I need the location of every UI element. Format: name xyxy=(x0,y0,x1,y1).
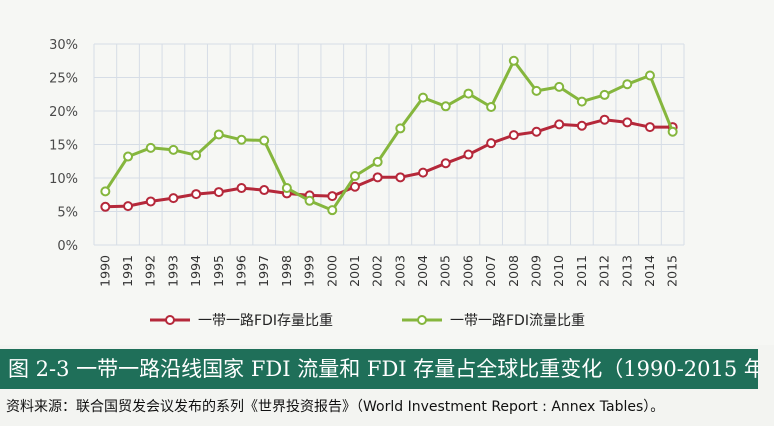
y-tick-label: 25% xyxy=(49,72,78,87)
line-chart: 0% 5% 10% 15% 20% 25% 30% 1990 1991 1992 1993 1994… xyxy=(49,38,685,329)
x-tick-label: 1999 xyxy=(302,255,317,287)
series-lines xyxy=(100,55,678,216)
data-point xyxy=(349,181,360,192)
x-tick-label: 2011 xyxy=(574,255,589,287)
legend-label: 一带一路FDI存量比重 xyxy=(198,313,333,329)
x-tick-label: 1993 xyxy=(165,255,180,287)
data-point xyxy=(236,134,247,145)
data-point xyxy=(644,122,655,133)
data-point xyxy=(418,167,429,178)
x-tick-label: 2000 xyxy=(324,255,339,287)
data-point xyxy=(395,172,406,183)
x-tick-label: 1997 xyxy=(256,255,271,287)
data-point xyxy=(463,88,474,99)
data-point xyxy=(236,183,247,194)
data-point xyxy=(191,189,202,200)
legend: 一带一路FDI存量比重 一带一路FDI流量比重 xyxy=(150,313,585,329)
data-point xyxy=(372,156,383,167)
x-tick-label: 1992 xyxy=(143,255,158,287)
data-point xyxy=(191,150,202,161)
y-tick-label: 15% xyxy=(49,139,78,154)
data-point xyxy=(554,119,565,130)
x-tick-label: 2008 xyxy=(506,255,521,287)
data-point xyxy=(327,205,338,216)
data-point xyxy=(213,187,224,198)
y-tick-label: 30% xyxy=(49,38,78,53)
data-point xyxy=(259,185,270,196)
y-tick-label: 0% xyxy=(57,239,78,254)
data-point xyxy=(576,120,587,131)
data-point xyxy=(372,172,383,183)
data-point xyxy=(622,117,633,128)
data-point xyxy=(100,186,111,197)
y-tick-label: 5% xyxy=(57,206,78,221)
x-tick-label: 2010 xyxy=(551,255,566,287)
x-tick-label: 2013 xyxy=(619,255,634,287)
x-tick-label: 1991 xyxy=(120,255,135,287)
x-tick-label: 2005 xyxy=(438,255,453,287)
figure-caption: 图 2-3 一带一路沿线国家 FDI 流量和 FDI 存量占全球比重变化（199… xyxy=(0,349,758,389)
legend-label: 一带一路FDI流量比重 xyxy=(450,313,585,329)
data-point xyxy=(123,151,134,162)
data-point xyxy=(486,101,497,112)
data-point xyxy=(644,70,655,81)
data-point xyxy=(100,201,111,212)
data-point xyxy=(168,193,179,204)
y-axis-ticks: 0% 5% 10% 15% 20% 25% 30% xyxy=(49,38,78,254)
x-tick-label: 1998 xyxy=(279,255,294,287)
data-point xyxy=(599,114,610,125)
data-point xyxy=(599,89,610,100)
x-tick-label: 2002 xyxy=(370,255,385,287)
data-point xyxy=(440,158,451,169)
x-tick-label: 2006 xyxy=(460,255,475,287)
data-point xyxy=(554,81,565,92)
legend-marker xyxy=(417,315,427,325)
x-axis-ticks: 1990 1991 1992 1993 1994 1995 1996 1997 1998 1999… xyxy=(97,255,679,287)
y-tick-label: 20% xyxy=(49,105,78,120)
data-point xyxy=(531,126,542,137)
data-point xyxy=(304,195,315,206)
data-point xyxy=(531,85,542,96)
data-point xyxy=(395,123,406,134)
data-point xyxy=(622,79,633,90)
data-point xyxy=(123,201,134,212)
data-point xyxy=(281,183,292,194)
source-note: 资料来源：联合国贸发会议发布的系列《世界投资报告》（World Investme… xyxy=(6,399,665,415)
x-tick-label: 2014 xyxy=(642,255,657,287)
data-point xyxy=(418,92,429,103)
x-tick-label: 1996 xyxy=(234,255,249,287)
data-point xyxy=(327,191,338,202)
x-tick-label: 1995 xyxy=(211,255,226,287)
data-point xyxy=(213,129,224,140)
data-point xyxy=(667,126,678,137)
data-point xyxy=(463,149,474,160)
data-point xyxy=(168,144,179,155)
data-point xyxy=(508,130,519,141)
x-tick-label: 2007 xyxy=(483,255,498,287)
x-tick-label: 1994 xyxy=(188,255,203,287)
x-tick-label: 2009 xyxy=(529,255,544,287)
data-point xyxy=(349,170,360,181)
data-point xyxy=(440,101,451,112)
x-tick-label: 1990 xyxy=(97,255,112,287)
legend-marker xyxy=(165,315,175,325)
data-point xyxy=(145,196,156,207)
x-tick-label: 2015 xyxy=(665,255,680,287)
data-point xyxy=(145,142,156,153)
data-point xyxy=(486,138,497,149)
x-tick-label: 2012 xyxy=(597,255,612,287)
x-tick-label: 2003 xyxy=(392,255,407,287)
data-point xyxy=(508,55,519,66)
chart-area: 0% 5% 10% 15% 20% 25% 30% 1990 1991 1992 1993 1994… xyxy=(49,38,685,329)
data-point xyxy=(259,135,270,146)
data-point xyxy=(576,96,587,107)
y-tick-label: 10% xyxy=(49,172,78,187)
x-tick-label: 2001 xyxy=(347,255,362,287)
x-tick-label: 2004 xyxy=(415,255,430,287)
